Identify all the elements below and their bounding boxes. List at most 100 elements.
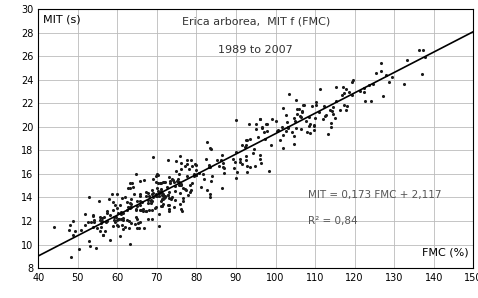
Point: [306, 122, 314, 126]
Point: [243, 170, 250, 175]
Point: [160, 180, 168, 185]
Point: [159, 192, 166, 196]
Point: [274, 128, 282, 132]
Point: [187, 157, 195, 162]
Point: [132, 214, 140, 219]
Point: [322, 113, 330, 117]
Point: [127, 197, 134, 201]
Point: [98, 216, 106, 221]
Point: [155, 212, 163, 216]
Point: [193, 173, 200, 177]
Point: [282, 129, 290, 134]
Point: [191, 162, 198, 166]
Point: [243, 138, 251, 142]
Point: [87, 219, 95, 224]
Point: [332, 85, 340, 90]
Point: [153, 171, 161, 176]
Point: [176, 202, 184, 207]
Point: [156, 180, 164, 185]
Point: [66, 223, 74, 227]
Point: [112, 203, 120, 208]
Point: [290, 115, 298, 120]
Point: [264, 122, 272, 127]
Point: [117, 203, 124, 207]
Point: [203, 140, 211, 145]
Point: [360, 90, 368, 95]
Point: [124, 199, 131, 204]
Point: [233, 169, 241, 174]
Point: [324, 131, 332, 136]
Point: [166, 181, 174, 186]
Point: [161, 179, 169, 184]
Point: [232, 175, 239, 180]
Point: [272, 118, 280, 123]
Point: [265, 169, 273, 174]
Point: [178, 160, 185, 165]
Point: [176, 191, 184, 196]
Point: [165, 207, 173, 212]
Point: [159, 196, 166, 201]
Point: [377, 61, 385, 66]
Point: [131, 222, 139, 226]
Point: [145, 208, 153, 212]
Point: [246, 165, 254, 170]
Point: [293, 111, 301, 116]
Point: [142, 209, 150, 214]
Point: [161, 195, 169, 199]
Point: [65, 227, 73, 232]
Point: [256, 117, 263, 122]
Point: [186, 182, 194, 187]
Point: [148, 198, 155, 203]
Point: [124, 185, 132, 190]
Point: [93, 246, 100, 250]
Point: [119, 227, 127, 232]
Point: [116, 233, 124, 238]
Point: [145, 200, 152, 205]
Point: [136, 192, 143, 197]
Point: [184, 158, 191, 162]
Point: [99, 233, 107, 238]
Point: [206, 195, 214, 200]
Point: [251, 164, 259, 169]
Point: [167, 197, 175, 202]
Point: [182, 163, 189, 168]
Point: [115, 216, 123, 221]
Point: [126, 206, 134, 210]
Point: [127, 201, 135, 206]
Point: [184, 192, 191, 197]
Point: [140, 207, 147, 212]
Point: [174, 179, 181, 184]
Point: [153, 193, 161, 198]
Point: [138, 208, 145, 213]
Point: [111, 219, 119, 224]
Point: [349, 78, 357, 83]
Point: [125, 225, 133, 230]
Point: [153, 186, 161, 191]
Point: [128, 205, 135, 209]
Point: [183, 173, 191, 178]
Point: [149, 191, 157, 196]
Point: [328, 109, 336, 114]
Point: [138, 200, 145, 205]
Point: [284, 126, 292, 131]
Point: [185, 166, 193, 171]
Point: [142, 209, 150, 214]
Point: [183, 161, 191, 166]
Point: [133, 198, 141, 203]
Point: [152, 204, 160, 209]
Point: [149, 195, 157, 199]
Point: [98, 224, 105, 229]
Point: [206, 165, 213, 170]
Point: [298, 110, 306, 114]
Point: [96, 214, 104, 219]
Point: [297, 114, 305, 119]
Point: [319, 117, 326, 122]
Point: [171, 198, 179, 203]
Point: [89, 213, 97, 218]
Point: [107, 213, 114, 218]
Point: [50, 224, 58, 229]
Point: [193, 163, 200, 167]
Point: [279, 146, 286, 150]
Point: [152, 193, 160, 198]
Point: [293, 106, 300, 111]
